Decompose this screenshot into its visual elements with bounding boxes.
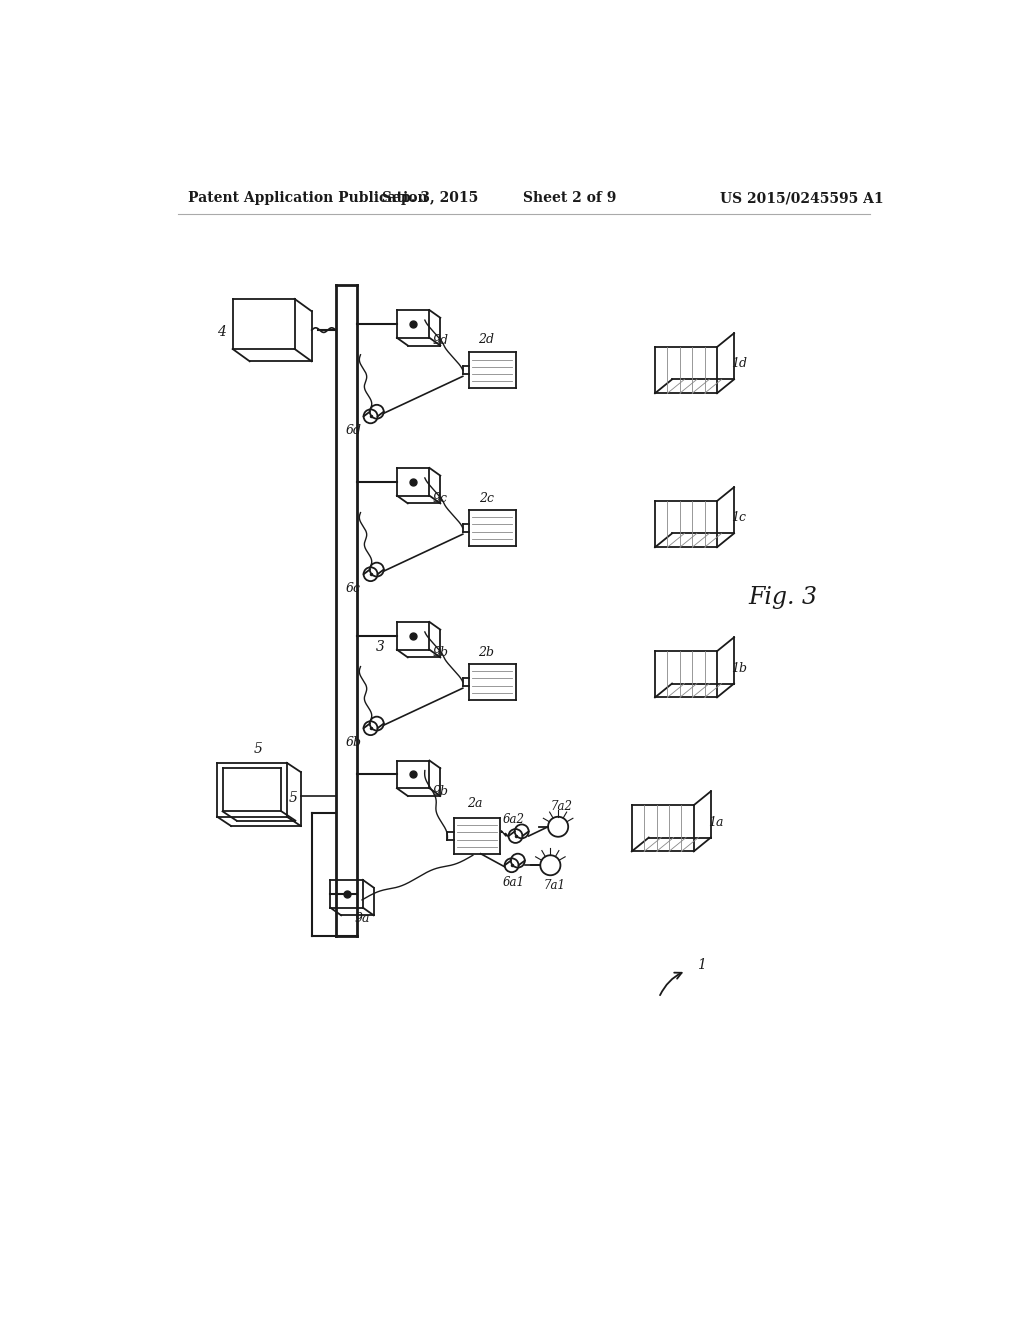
Text: 6c: 6c: [346, 582, 361, 594]
Text: 5: 5: [289, 791, 298, 804]
Text: 1d: 1d: [731, 358, 746, 371]
Text: 6a1: 6a1: [502, 875, 524, 888]
Text: 9b: 9b: [432, 647, 449, 659]
Text: 4: 4: [217, 325, 226, 339]
Text: 2a: 2a: [467, 797, 483, 810]
Text: Sheet 2 of 9: Sheet 2 of 9: [523, 191, 616, 206]
Text: US 2015/0245595 A1: US 2015/0245595 A1: [721, 191, 884, 206]
Text: 9c: 9c: [433, 492, 447, 506]
Text: 1c: 1c: [731, 511, 746, 524]
Text: 1b: 1b: [731, 661, 746, 675]
Text: 7a2: 7a2: [551, 800, 573, 813]
Text: Patent Application Publication: Patent Application Publication: [188, 191, 428, 206]
Text: Fig. 3: Fig. 3: [749, 586, 817, 609]
Text: 6a2: 6a2: [503, 813, 525, 825]
Text: 7a1: 7a1: [544, 879, 565, 892]
Text: 6b: 6b: [345, 735, 361, 748]
Text: Sep. 3, 2015: Sep. 3, 2015: [382, 191, 478, 206]
Text: 9d: 9d: [432, 334, 449, 347]
Text: 2d: 2d: [478, 333, 494, 346]
Text: 6d: 6d: [345, 424, 361, 437]
Text: 1a: 1a: [708, 816, 723, 829]
Text: 9b: 9b: [432, 785, 449, 797]
Text: 3: 3: [376, 640, 384, 655]
Text: 2b: 2b: [478, 647, 494, 659]
Text: 9a: 9a: [354, 912, 370, 925]
Text: 2c: 2c: [478, 492, 494, 506]
Text: 5: 5: [254, 742, 262, 756]
Text: 1: 1: [697, 958, 706, 973]
